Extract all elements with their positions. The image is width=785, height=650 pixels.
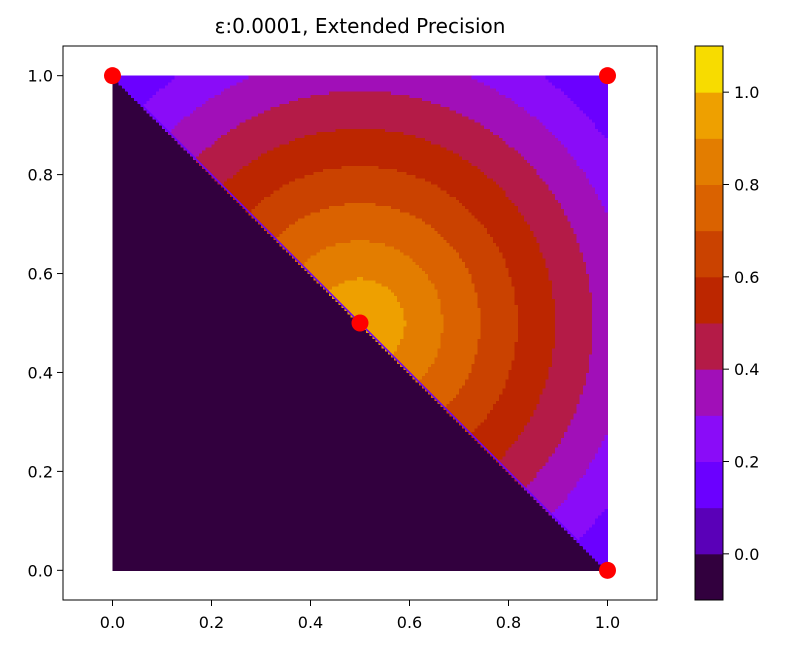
colorbar-band (695, 508, 723, 555)
colorbar-tick-label: 1.0 (734, 83, 759, 102)
colorbar-band (695, 369, 723, 416)
data-point-1 (599, 67, 616, 84)
y-tick-label: 0.6 (28, 265, 53, 284)
colorbar-band (695, 231, 723, 278)
colorbar-band (695, 185, 723, 232)
y-tick-label: 0.0 (28, 561, 53, 580)
chart-title: ε:0.0001, Extended Precision (215, 14, 506, 38)
x-tick-label: 0.8 (496, 613, 521, 632)
colorbar-band (695, 277, 723, 324)
x-tick-label: 1.0 (595, 613, 620, 632)
colorbar-band (695, 323, 723, 370)
x-tick-label: 0.0 (100, 613, 125, 632)
x-tick-label: 0.6 (397, 613, 422, 632)
colorbar-band (695, 138, 723, 185)
colorbar-band (695, 415, 723, 462)
x-tick-label: 0.2 (199, 613, 224, 632)
y-axis: 0.0 0.2 0.4 0.6 0.8 1.0 (28, 67, 63, 581)
colorbar-band (695, 92, 723, 139)
colorbar: 0.0 0.2 0.4 0.6 0.8 1.0 (695, 46, 759, 601)
data-point-2 (352, 315, 369, 332)
colorbar-band (695, 462, 723, 509)
colorbar-tick-label: 0.4 (734, 360, 759, 379)
y-tick-label: 0.8 (28, 166, 53, 185)
x-tick-label: 0.4 (298, 613, 323, 632)
plot-area (63, 46, 657, 600)
y-tick-label: 0.2 (28, 462, 53, 481)
colorbar-band (695, 554, 723, 601)
y-tick-label: 0.4 (28, 363, 53, 382)
data-point-0 (104, 67, 121, 84)
x-axis: 0.0 0.2 0.4 0.6 0.8 1.0 (100, 600, 620, 632)
y-tick-label: 1.0 (28, 67, 53, 86)
colorbar-tick-label: 0.2 (734, 453, 759, 472)
colorbar-tick-label: 0.8 (734, 176, 759, 195)
colorbar-band (695, 46, 723, 93)
data-point-3 (599, 562, 616, 579)
colorbar-tick-label: 0.6 (734, 268, 759, 287)
colorbar-tick-label: 0.0 (734, 545, 759, 564)
